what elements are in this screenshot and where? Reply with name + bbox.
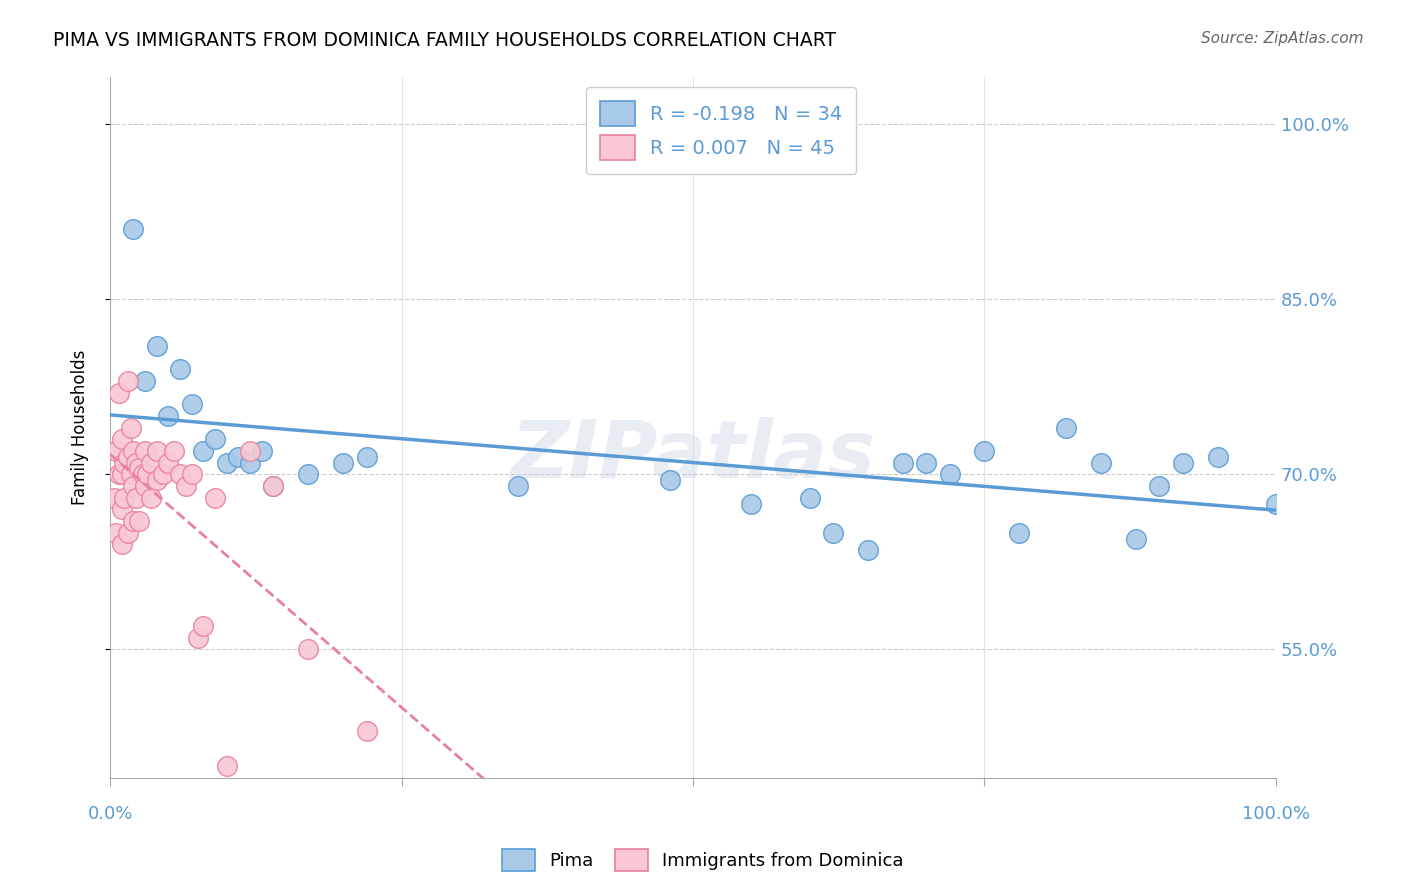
Point bbox=[1008, 525, 1031, 540]
Point bbox=[120, 420, 142, 434]
Point bbox=[104, 444, 127, 458]
Point bbox=[356, 450, 378, 464]
Point bbox=[134, 374, 156, 388]
Point bbox=[111, 502, 134, 516]
Point bbox=[157, 456, 180, 470]
Point bbox=[103, 491, 125, 505]
Point bbox=[139, 456, 162, 470]
Point bbox=[250, 444, 273, 458]
Point bbox=[856, 543, 879, 558]
Point bbox=[169, 467, 191, 482]
Point bbox=[239, 444, 262, 458]
Y-axis label: Family Households: Family Households bbox=[72, 350, 89, 505]
Point bbox=[112, 456, 135, 470]
Point bbox=[262, 479, 284, 493]
Point bbox=[799, 491, 821, 505]
Point bbox=[152, 467, 174, 482]
Point bbox=[215, 456, 238, 470]
Point bbox=[134, 479, 156, 493]
Point bbox=[145, 473, 167, 487]
Point bbox=[1149, 479, 1171, 493]
Point bbox=[104, 525, 127, 540]
Text: 0.0%: 0.0% bbox=[87, 805, 132, 823]
Point bbox=[186, 631, 208, 645]
Point bbox=[356, 724, 378, 739]
Point bbox=[134, 444, 156, 458]
Point bbox=[112, 491, 135, 505]
Point bbox=[145, 444, 167, 458]
Point bbox=[204, 491, 226, 505]
Point bbox=[938, 467, 960, 482]
Point bbox=[239, 456, 262, 470]
Text: 100.0%: 100.0% bbox=[1241, 805, 1310, 823]
Point bbox=[193, 619, 215, 633]
Point bbox=[111, 432, 134, 446]
Point bbox=[228, 450, 250, 464]
Text: ZIPatlas: ZIPatlas bbox=[510, 417, 876, 495]
Point bbox=[174, 479, 197, 493]
Point bbox=[297, 467, 319, 482]
Point bbox=[180, 397, 202, 411]
Point bbox=[193, 444, 215, 458]
Point bbox=[262, 479, 284, 493]
Point bbox=[740, 496, 762, 510]
Point bbox=[111, 537, 134, 551]
Point bbox=[125, 456, 148, 470]
Point bbox=[122, 514, 145, 528]
Point bbox=[1265, 496, 1288, 510]
Point bbox=[120, 467, 142, 482]
Point bbox=[180, 467, 202, 482]
Point bbox=[915, 456, 938, 470]
Point bbox=[1206, 450, 1229, 464]
Point bbox=[297, 642, 319, 657]
Point bbox=[1125, 532, 1147, 546]
Point bbox=[128, 461, 150, 475]
Point bbox=[157, 409, 180, 423]
Text: PIMA VS IMMIGRANTS FROM DOMINICA FAMILY HOUSEHOLDS CORRELATION CHART: PIMA VS IMMIGRANTS FROM DOMINICA FAMILY … bbox=[53, 31, 837, 50]
Point bbox=[125, 491, 148, 505]
Point bbox=[163, 444, 186, 458]
Point bbox=[117, 450, 139, 464]
Point bbox=[122, 479, 145, 493]
Point bbox=[117, 525, 139, 540]
Point bbox=[1090, 456, 1112, 470]
Point bbox=[111, 467, 134, 482]
Point bbox=[1171, 456, 1194, 470]
Point bbox=[508, 479, 530, 493]
Point bbox=[108, 385, 131, 400]
Point bbox=[821, 525, 844, 540]
Point bbox=[169, 362, 191, 376]
Point bbox=[128, 514, 150, 528]
Point bbox=[122, 222, 145, 236]
Point bbox=[117, 374, 139, 388]
Point bbox=[204, 432, 226, 446]
Legend: Pima, Immigrants from Dominica: Pima, Immigrants from Dominica bbox=[495, 842, 911, 879]
Text: Source: ZipAtlas.com: Source: ZipAtlas.com bbox=[1201, 31, 1364, 46]
Point bbox=[122, 444, 145, 458]
Point bbox=[332, 456, 354, 470]
Point bbox=[139, 491, 162, 505]
Point bbox=[973, 444, 995, 458]
Point bbox=[891, 456, 914, 470]
Legend: R = -0.198   N = 34, R = 0.007   N = 45: R = -0.198 N = 34, R = 0.007 N = 45 bbox=[586, 87, 856, 174]
Point bbox=[1054, 420, 1077, 434]
Point bbox=[215, 759, 238, 773]
Point bbox=[136, 467, 159, 482]
Point bbox=[658, 473, 681, 487]
Point bbox=[132, 467, 155, 482]
Point bbox=[145, 339, 167, 353]
Point bbox=[108, 467, 131, 482]
